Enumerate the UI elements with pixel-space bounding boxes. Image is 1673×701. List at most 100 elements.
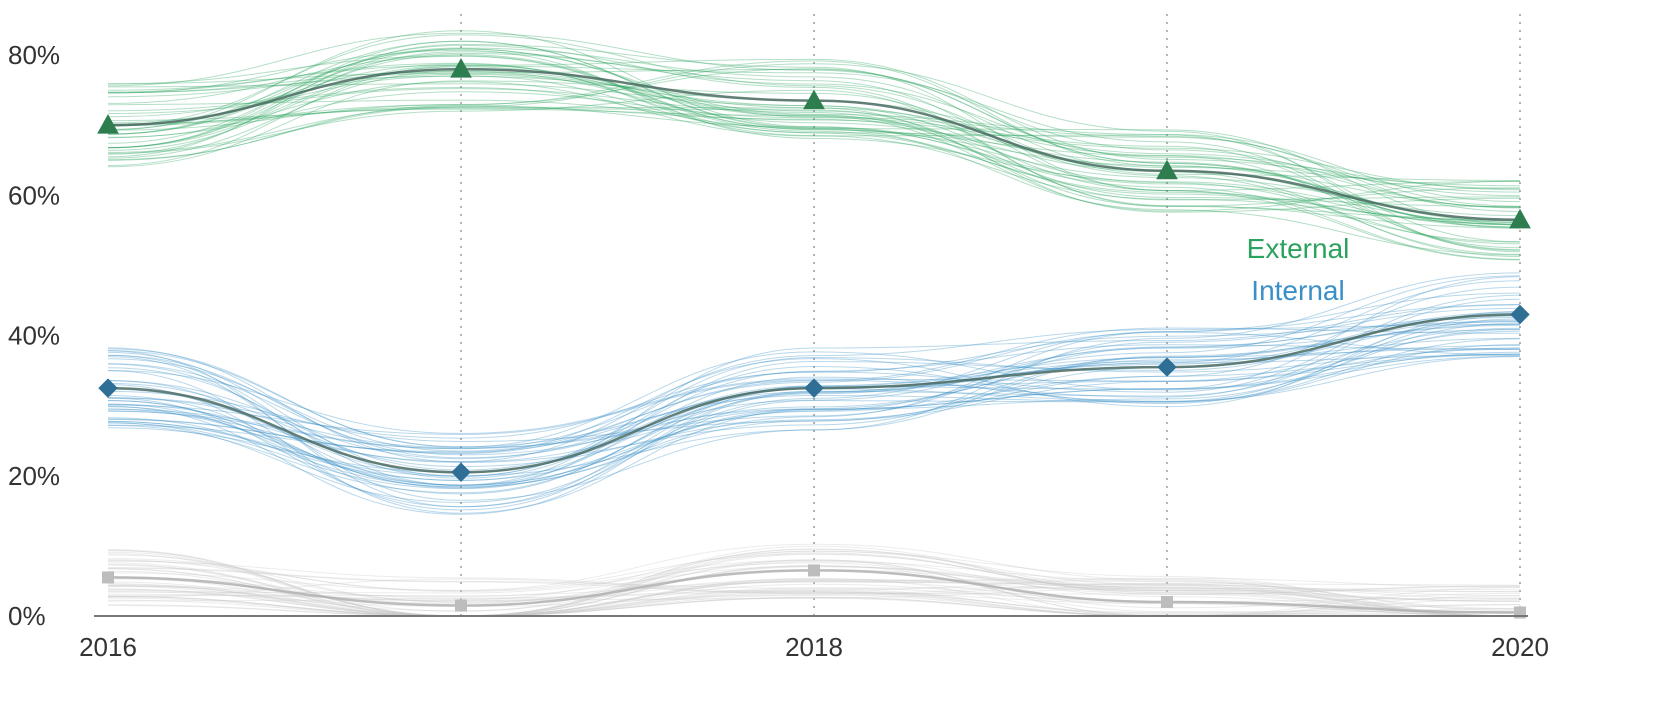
band-line-2-28 <box>107 567 1521 617</box>
band-line-0-9 <box>107 70 1521 229</box>
band-line-0-29 <box>107 88 1521 207</box>
point-external-2018 <box>803 89 825 110</box>
y-tick-label-20: 20% <box>8 461 60 491</box>
band-line-1-22 <box>107 272 1521 501</box>
band-line-0-43 <box>107 40 1521 228</box>
series-label-external: External <box>1247 233 1350 264</box>
band-line-0-16 <box>107 108 1521 245</box>
band-line-0-4 <box>107 63 1521 253</box>
point-external-2017 <box>450 58 472 78</box>
point-internal-2020 <box>1510 304 1530 325</box>
point-other-2016 <box>102 571 114 584</box>
band-line-0-0 <box>107 63 1521 226</box>
band-line-2-23 <box>107 553 1521 617</box>
band-line-2-12 <box>107 562 1521 617</box>
band-line-1-26 <box>107 328 1521 514</box>
band-line-2-13 <box>107 559 1521 603</box>
band-line-2-29 <box>107 550 1521 617</box>
band-line-2-4 <box>107 570 1521 617</box>
band-line-0-2 <box>107 44 1521 221</box>
band-line-0-28 <box>107 48 1521 203</box>
point-other-2019 <box>1161 595 1173 608</box>
x-tick-label-2016: 2016 <box>79 632 137 662</box>
band-line-0-24 <box>107 106 1521 257</box>
band-line-2-21 <box>107 576 1521 612</box>
band-line-1-28 <box>107 344 1521 508</box>
axes: 0% 20% 40% 60% 80% 2016 2018 2020 <box>8 40 1549 662</box>
x-tick-label-2018: 2018 <box>785 632 843 662</box>
band-line-2-17 <box>107 588 1521 617</box>
band-line-0-5 <box>107 30 1521 217</box>
point-internal-2018 <box>804 378 824 398</box>
band-line-0-19 <box>107 68 1521 223</box>
band-line-2-25 <box>107 548 1521 612</box>
band-line-1-36 <box>107 329 1521 515</box>
band-line-2-22 <box>107 591 1521 617</box>
band-line-0-15 <box>107 32 1521 209</box>
point-internal-2016 <box>98 378 118 398</box>
band-line-2-10 <box>107 577 1521 617</box>
band-line-1-29 <box>107 347 1521 488</box>
band-line-0-17 <box>107 52 1521 191</box>
band-line-2-40 <box>107 553 1521 617</box>
band-line-2-43 <box>107 578 1521 610</box>
band-line-0-38 <box>107 49 1521 224</box>
band-line-2-31 <box>107 552 1521 617</box>
band-line-0-10 <box>107 55 1521 225</box>
band-line-0-44 <box>107 62 1521 222</box>
band-line-1-42 <box>107 318 1521 486</box>
band-line-0-14 <box>107 99 1521 191</box>
band-line-1-40 <box>107 321 1521 439</box>
band-line-0-32 <box>107 75 1521 207</box>
y-tick-label-0: 0% <box>8 601 46 631</box>
band-line-0-35 <box>107 58 1521 193</box>
band-line-1-30 <box>107 312 1521 489</box>
band-line-1-35 <box>107 322 1521 477</box>
band-line-0-41 <box>107 107 1521 208</box>
band-line-2-44 <box>107 588 1521 617</box>
band-line-0-7 <box>107 64 1521 201</box>
band-line-0-1 <box>107 68 1521 228</box>
band-line-2-11 <box>107 580 1521 617</box>
band-line-0-36 <box>107 60 1521 208</box>
band-line-2-14 <box>107 558 1521 617</box>
point-external-2016 <box>97 114 119 134</box>
band-line-1-3 <box>107 310 1521 454</box>
y-tick-label-40: 40% <box>8 321 60 351</box>
band-line-2-36 <box>107 561 1521 617</box>
band-line-1-41 <box>107 307 1521 449</box>
band-line-0-31 <box>107 73 1521 187</box>
band-line-1-39 <box>107 330 1521 448</box>
band-line-1-32 <box>107 319 1521 450</box>
band-line-2-37 <box>107 578 1521 617</box>
band-line-1-14 <box>107 348 1521 478</box>
band-line-2-15 <box>107 560 1521 617</box>
band-line-0-30 <box>107 104 1521 260</box>
band-line-1-38 <box>107 344 1521 479</box>
band-line-1-16 <box>107 304 1521 486</box>
series-line-internal <box>107 313 1521 474</box>
band-line-0-39 <box>107 55 1521 249</box>
band-line-0-8 <box>107 81 1521 243</box>
point-other-2018 <box>808 564 820 577</box>
band-line-2-8 <box>107 543 1521 617</box>
band-line-2-7 <box>107 579 1521 617</box>
band-line-1-31 <box>107 316 1521 459</box>
band-line-1-4 <box>107 314 1521 486</box>
point-external-2020 <box>1509 208 1531 229</box>
band-line-1-34 <box>107 294 1521 450</box>
y-tick-label-60: 60% <box>8 180 60 210</box>
series-markers <box>97 58 1531 619</box>
band-line-1-13 <box>107 292 1521 503</box>
band-line-0-3 <box>107 54 1521 222</box>
band-line-2-6 <box>107 548 1521 617</box>
band-line-1-2 <box>107 353 1521 481</box>
band-line-1-20 <box>107 347 1521 477</box>
point-internal-2019 <box>1157 357 1177 377</box>
band-line-0-20 <box>107 43 1521 261</box>
band-line-0-21 <box>107 51 1521 190</box>
band-line-1-8 <box>107 304 1521 488</box>
y-tick-label-80: 80% <box>8 40 60 70</box>
band-line-1-43 <box>107 355 1521 508</box>
band-line-1-17 <box>107 315 1521 511</box>
